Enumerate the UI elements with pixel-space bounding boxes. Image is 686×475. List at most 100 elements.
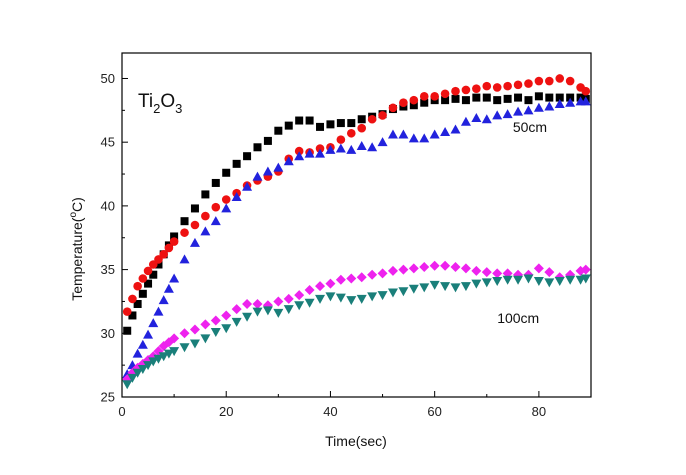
- data-point: [409, 95, 419, 105]
- data-point: [221, 310, 232, 321]
- data-point: [533, 277, 544, 287]
- data-point: [243, 152, 252, 161]
- data-point: [294, 290, 305, 301]
- data-point: [144, 279, 153, 288]
- data-point: [377, 291, 388, 301]
- data-point: [581, 86, 591, 96]
- data-point: [481, 267, 492, 278]
- data-point: [273, 308, 284, 318]
- data-point: [137, 364, 148, 374]
- data-point: [387, 288, 398, 298]
- data-point: [460, 282, 471, 292]
- data-point: [534, 92, 543, 101]
- data-point: [533, 263, 544, 274]
- data-point: [482, 81, 492, 91]
- data-point: [274, 126, 283, 135]
- data-point: [378, 111, 387, 120]
- data-point: [347, 119, 356, 128]
- data-point: [252, 171, 263, 181]
- data-point: [440, 126, 451, 136]
- data-point: [356, 294, 367, 304]
- data-point: [315, 294, 326, 304]
- data-point: [503, 81, 512, 91]
- data-point: [326, 120, 335, 129]
- data-point: [222, 168, 231, 177]
- data-point: [472, 84, 481, 93]
- data-point: [158, 352, 169, 362]
- data-point: [430, 92, 439, 101]
- data-point: [211, 202, 221, 212]
- data-point: [492, 110, 503, 120]
- data-point: [200, 334, 211, 344]
- data-point: [420, 98, 429, 107]
- data-point: [242, 312, 253, 322]
- data-point: [148, 357, 159, 367]
- data-point: [159, 250, 168, 259]
- data-point: [580, 96, 591, 106]
- series-1: [122, 74, 591, 316]
- data-point: [283, 305, 294, 315]
- data-point: [336, 135, 346, 144]
- y-tick-label: 50: [101, 71, 115, 86]
- data-point: [450, 283, 461, 293]
- data-point: [524, 96, 533, 105]
- data-point: [377, 268, 388, 279]
- data-point: [357, 123, 367, 133]
- data-point: [566, 93, 575, 102]
- data-point: [263, 136, 272, 145]
- data-point: [169, 333, 180, 344]
- data-point: [409, 101, 418, 110]
- data-point: [387, 129, 398, 139]
- x-tick-label: 60: [427, 404, 441, 419]
- data-point: [284, 121, 293, 130]
- data-point: [304, 284, 315, 295]
- data-point: [513, 275, 524, 285]
- data-point: [232, 159, 241, 168]
- data-point: [523, 105, 534, 115]
- data-point: [294, 146, 304, 156]
- data-point: [231, 191, 242, 201]
- data-point: [231, 317, 242, 327]
- data-point: [523, 274, 534, 284]
- data-point: [242, 181, 253, 191]
- data-point: [143, 266, 153, 276]
- data-point: [388, 103, 398, 113]
- data-point: [419, 283, 430, 293]
- data-point: [294, 151, 305, 161]
- data-point: [481, 114, 492, 124]
- data-point: [201, 211, 210, 221]
- data-point: [534, 76, 544, 86]
- data-marks: [122, 74, 591, 390]
- annotation-label: 100cm: [497, 310, 539, 326]
- data-point: [163, 349, 174, 359]
- data-point: [221, 324, 232, 334]
- data-point: [367, 142, 378, 152]
- data-point: [555, 74, 565, 83]
- data-point: [450, 124, 461, 134]
- data-point: [154, 260, 163, 269]
- data-point: [440, 260, 451, 271]
- data-point: [460, 116, 471, 126]
- data-point: [565, 97, 576, 107]
- annotation-label: 50cm: [513, 119, 547, 135]
- series-2: [122, 96, 591, 379]
- data-point: [163, 283, 174, 293]
- data-point: [335, 143, 346, 153]
- data-point: [336, 119, 345, 128]
- data-point: [179, 328, 190, 339]
- data-point: [441, 96, 450, 105]
- data-point: [122, 380, 133, 390]
- x-tick-label: 80: [532, 404, 546, 419]
- y-tick-label: 30: [101, 326, 115, 341]
- data-point: [471, 265, 482, 276]
- data-point: [544, 267, 555, 278]
- data-point: [315, 144, 325, 153]
- data-point: [122, 307, 132, 316]
- y-tick-label: 25: [101, 390, 115, 405]
- data-point: [149, 270, 158, 279]
- data-point: [472, 93, 481, 102]
- data-point: [440, 89, 450, 99]
- data-point: [262, 166, 273, 176]
- data-point: [580, 274, 591, 284]
